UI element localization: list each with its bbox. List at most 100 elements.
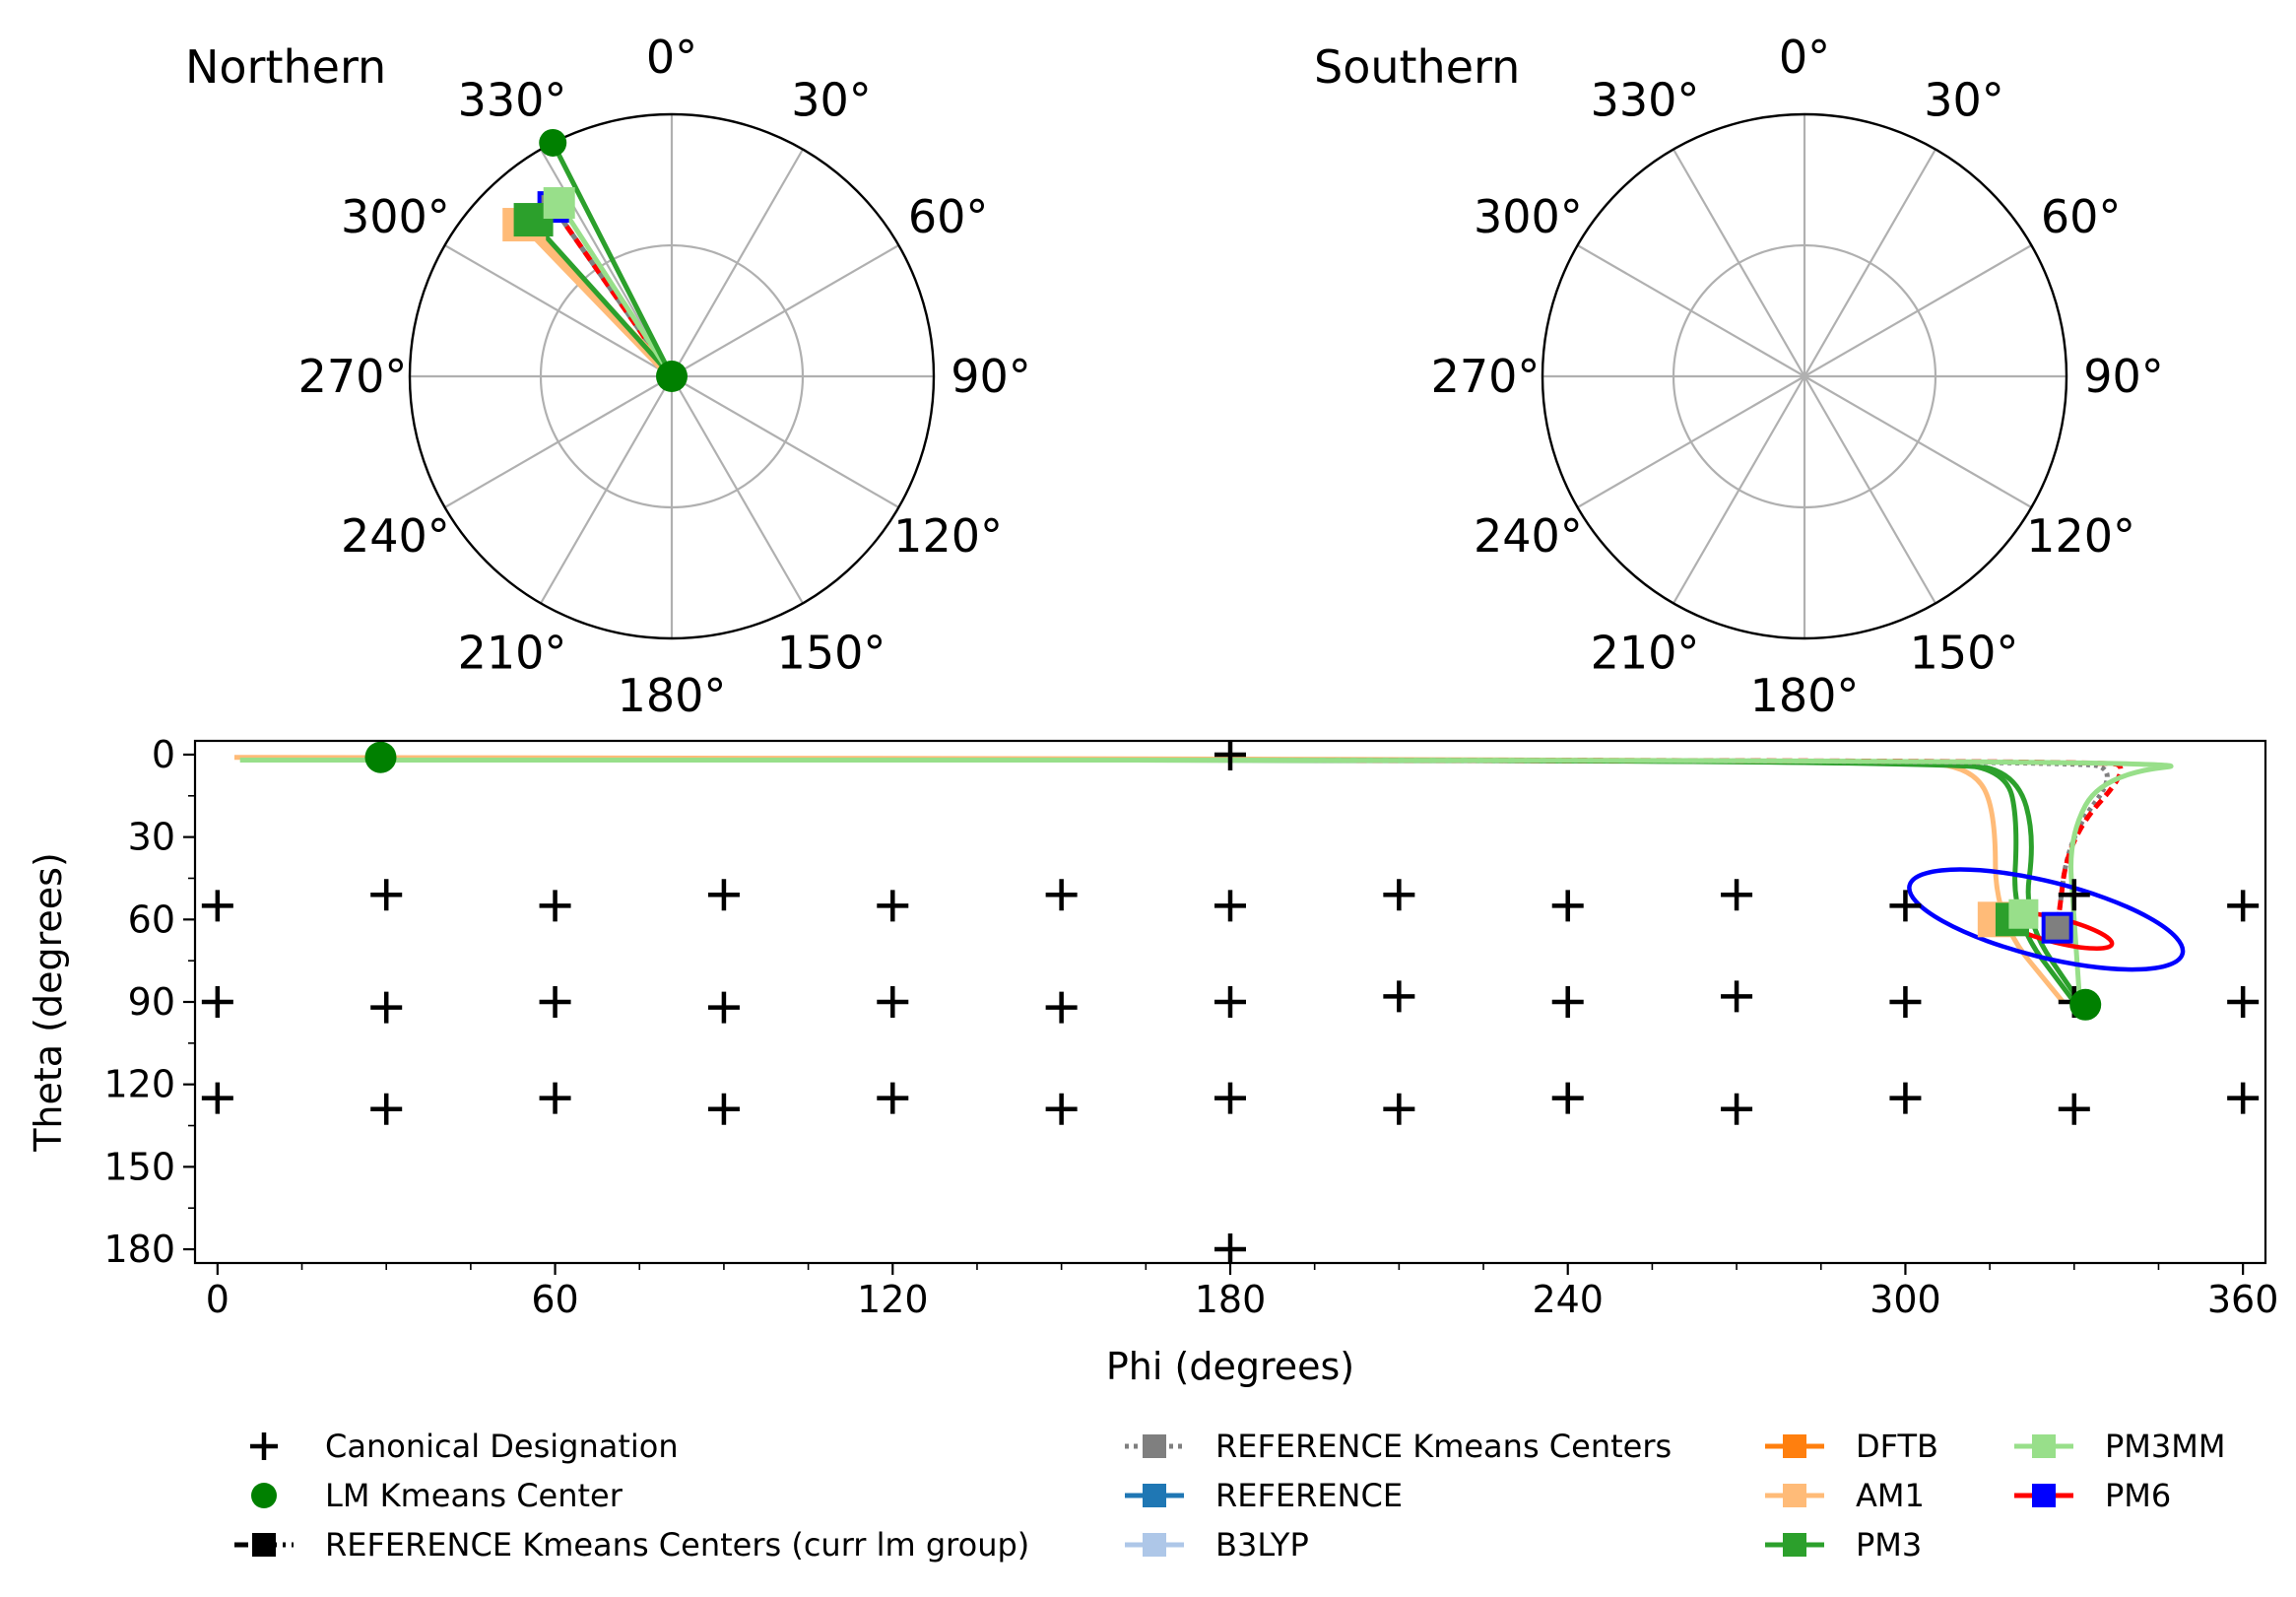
canonical-designation-marker [707, 991, 740, 1024]
canonical-designation-marker [1721, 980, 1753, 1013]
y-tick-label: 90 [128, 980, 175, 1024]
canonical-designation-marker [877, 986, 909, 1018]
polar-angle-tick-label: 210° [1591, 627, 1700, 680]
legend-label: PM3 [1856, 1526, 1922, 1564]
polar-angle-tick-label: 210° [458, 627, 567, 680]
legend-square-icon [252, 1533, 276, 1557]
polar-angle-tick-label: 60° [2041, 190, 2122, 243]
legend-square-icon [1783, 1533, 1806, 1557]
canonical-designation-marker [2058, 1093, 2090, 1125]
reference-kmeans-center-marker [2041, 911, 2073, 944]
polar-angle-tick-label: 300° [1474, 190, 1583, 243]
polar-angle-tick-label: 240° [1474, 509, 1583, 563]
canonical-designation-marker [1214, 1233, 1246, 1263]
polar-angle-tick-label: 30° [791, 73, 872, 126]
canonical-designation-marker [2227, 890, 2260, 922]
polar-plot-northern: Northern 0° 30° 60° 90° 120° 150° 180° 210° 240°… [185, 31, 1031, 722]
x-tick-label: 360 [2207, 1278, 2279, 1321]
polar-pathway-line [531, 221, 674, 378]
polar-angle-tick-label: 300° [341, 190, 450, 243]
canonical-designation-marker [1214, 890, 1246, 922]
y-axis-label: Theta (degrees) [27, 852, 70, 1153]
polar-pathway-line [551, 141, 675, 378]
y-tick-label: 180 [103, 1228, 175, 1271]
canonical-designation-marker [1889, 1082, 1922, 1114]
legend: Canonical Designation LM Kmeans Center REF… [234, 1428, 2225, 1564]
legend-square-icon [1143, 1533, 1166, 1557]
polar-angle-tick-label: 330° [1591, 73, 1700, 126]
polar-angle-tick-label: 120° [2026, 509, 2135, 563]
polar-pathway-line [557, 201, 675, 378]
legend-label: B3LYP [1215, 1526, 1309, 1564]
y-tick-label: 30 [128, 816, 175, 859]
canonical-designation-marker [1721, 1093, 1753, 1125]
canonical-designation-marker [539, 890, 571, 922]
polar-angle-tick-label: 30° [1924, 73, 2004, 126]
canonical-designation-marker [1383, 980, 1415, 1013]
canonical-designation-marker [1889, 890, 1922, 922]
canonical-designation-marker [2227, 986, 2260, 1018]
canonical-designation-marker [1214, 1082, 1246, 1114]
legend-square-icon [1783, 1484, 1806, 1507]
polar-title-northern: Northern [185, 40, 386, 94]
x-axis-label: Phi (degrees) [1106, 1345, 1354, 1388]
pathway-line [273, 758, 2110, 928]
legend-label: REFERENCE [1215, 1477, 1403, 1514]
legend-label: DFTB [1856, 1428, 1938, 1465]
polar-angle-tick-label: 90° [2083, 350, 2164, 403]
x-tick-label: 240 [1532, 1278, 1604, 1321]
x-tick-label: 180 [1195, 1278, 1267, 1321]
legend-circle-icon [251, 1483, 277, 1508]
canonical-designation-marker [877, 1082, 909, 1114]
y-tick-label: 0 [152, 733, 175, 776]
pathway-line [262, 758, 2082, 1004]
polar-angle-tick-label: 90° [951, 350, 1031, 403]
polar-plot-southern: Southern 0° 30° 60° 90° 120° 150° 180° 210° 240°… [1314, 31, 2164, 722]
polar-lm-center-marker [539, 128, 567, 157]
canonical-designation-marker [1045, 879, 1078, 911]
canonical-designation-marker [1551, 1082, 1584, 1114]
legend-square-icon [2032, 1434, 2056, 1458]
canonical-designation-marker [707, 879, 740, 911]
legend-label: Canonical Designation [325, 1428, 679, 1465]
canonical-designation-marker [539, 1082, 571, 1114]
canonical-designation-marker [201, 1082, 233, 1114]
y-tick-label: 150 [103, 1145, 175, 1188]
legend-label: REFERENCE Kmeans Centers (curr lm group) [325, 1526, 1029, 1564]
canonical-designation-marker [1045, 991, 1078, 1024]
polar-angle-tick-label: 60° [908, 190, 989, 243]
canonical-designation-marker [2058, 879, 2090, 911]
legend-square-icon [2032, 1484, 2056, 1507]
polar-angle-tick-label: 0° [1779, 31, 1830, 84]
canonical-designation-marker [201, 986, 233, 1018]
x-tick-label: 60 [531, 1278, 578, 1321]
canonical-designation-marker [1383, 1093, 1415, 1125]
canonical-designation-marker [1889, 986, 1922, 1018]
canonical-designation-marker [370, 1093, 403, 1125]
canonical-designation-marker [1551, 890, 1584, 922]
method-center-marker [2008, 898, 2039, 929]
pathway-line [245, 758, 2076, 1004]
canonical-designation-marker [370, 991, 403, 1024]
polar-boundary [1541, 112, 2068, 640]
polar-angle-tick-label: 150° [777, 627, 886, 680]
pathway-line [233, 755, 2066, 1004]
pathway-line [239, 758, 2174, 1003]
polar-angle-tick-label: 240° [341, 509, 450, 563]
canonical-designation-marker [539, 986, 571, 1018]
canonical-designation-marker [1214, 986, 1246, 1018]
legend-label: PM3MM [2105, 1428, 2225, 1465]
legend-label: AM1 [1856, 1477, 1925, 1514]
canonical-designation-marker [370, 879, 403, 911]
polar-lm-center-origin [656, 361, 688, 392]
legend-label: LM Kmeans Center [325, 1477, 623, 1514]
x-tick-label: 120 [857, 1278, 929, 1321]
x-tick-label: 0 [206, 1278, 230, 1321]
polar-angle-tick-label: 120° [893, 509, 1003, 563]
polar-ring [539, 243, 805, 509]
polar-angle-tick-label: 180° [1750, 669, 1860, 722]
polar-angle-tick-label: 0° [646, 31, 697, 84]
polar-angle-tick-label: 150° [1910, 627, 2019, 680]
canonical-designation-marker [1721, 879, 1753, 911]
